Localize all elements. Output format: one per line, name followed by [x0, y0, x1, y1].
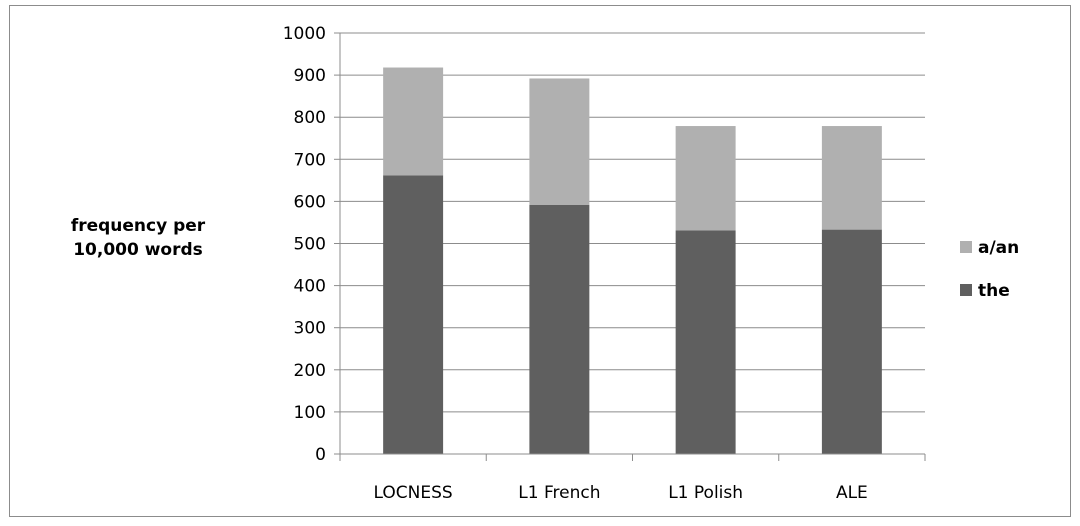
y-tick-label: 200 — [294, 361, 326, 381]
bar-aan-l1-french — [529, 78, 590, 205]
y-tick-label: 0 — [315, 445, 326, 465]
y-tick-label: 100 — [294, 403, 326, 423]
bar-the-l1-french — [529, 204, 590, 454]
y-tick-label: 400 — [294, 277, 326, 297]
tick-labels: 0 100 200 300 400 500 600 700 800 900 1000 LOCNESS L… — [283, 24, 868, 503]
axes — [334, 32, 926, 461]
y-tick-label: 1000 — [283, 24, 326, 44]
x-tick-label: ALE — [836, 483, 868, 503]
y-axis-label: frequency per 10,000 words — [70, 216, 206, 260]
legend-label-a-an: a/an — [978, 238, 1019, 258]
y-tick-label: 300 — [294, 319, 326, 339]
bar-aan-l1-polish — [675, 126, 736, 231]
legend-swatch-a-an — [960, 241, 972, 253]
y-tick-label: 900 — [294, 66, 326, 86]
bar-the-locness — [383, 175, 444, 454]
y-tick-label: 800 — [294, 108, 326, 128]
x-tick-label: LOCNESS — [374, 483, 453, 503]
x-tick-label: L1 Polish — [668, 483, 743, 503]
legend: a/an the — [960, 238, 1019, 301]
y-tick-label: 500 — [294, 235, 326, 255]
bar-aan-ale — [821, 126, 882, 230]
legend-label-the: the — [978, 281, 1010, 301]
y-tick-label: 600 — [294, 192, 326, 212]
x-tick-label: L1 French — [518, 483, 600, 503]
bar-the-ale — [821, 229, 882, 454]
legend-swatch-the — [960, 284, 972, 296]
bar-the-l1-polish — [675, 230, 736, 454]
bars — [383, 67, 882, 454]
y-tick-label: 700 — [294, 150, 326, 170]
bar-aan-locness — [383, 67, 444, 176]
